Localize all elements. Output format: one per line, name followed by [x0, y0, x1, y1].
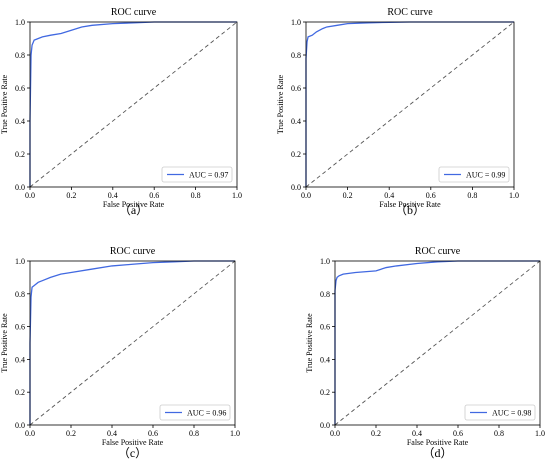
x-axis-label: False Positive Rate	[102, 438, 164, 447]
chart-title: ROC curve	[110, 246, 156, 257]
legend-label: AUC = 0.97	[189, 171, 228, 180]
y-tick-label: 0.8	[15, 290, 25, 299]
x-tick-label: 1.0	[535, 429, 545, 438]
y-tick-label: 0.0	[291, 183, 301, 192]
legend-label: AUC = 0.98	[492, 409, 531, 418]
chart-title: ROC curve	[415, 246, 461, 257]
roc-panel: ROC curve 0.0 0.2 0.4 0.6 0.8 1.0 0.0 0.2 0.4 0.6 0…	[305, 246, 545, 460]
y-tick-label: 0.2	[291, 150, 301, 159]
y-tick-label: 0.4	[15, 355, 25, 364]
plot-frame	[29, 21, 238, 188]
x-tick-label: 0.8	[191, 191, 201, 200]
panel-caption: （d）	[422, 446, 452, 460]
panel-caption: （c）	[118, 446, 147, 460]
x-tick-label: 0.8	[494, 429, 504, 438]
chance-diagonal-line	[305, 21, 515, 188]
legend-box	[161, 166, 233, 183]
x-tick-label: 1.0	[232, 191, 242, 200]
y-tick-label: 0.8	[320, 290, 330, 299]
x-tick-label: 1.0	[230, 429, 240, 438]
chance-diagonal-line	[29, 260, 236, 426]
x-tick-label: 0.4	[384, 191, 394, 200]
y-tick-label: 0.4	[291, 117, 301, 126]
y-tick-label: 1.0	[291, 18, 301, 27]
y-tick-label: 0.2	[320, 388, 330, 397]
legend-label: AUC = 0.96	[187, 409, 226, 418]
x-axis-label: False Positive Rate	[103, 200, 165, 209]
y-axis-label: True Positive Rate	[0, 313, 9, 373]
x-tick-label: 1.0	[509, 191, 519, 200]
panel-caption: （a）	[119, 203, 148, 217]
roc-curve-line	[29, 260, 235, 425]
legend-box	[159, 404, 231, 421]
chance-diagonal-line	[29, 21, 238, 188]
plot-frame	[334, 260, 541, 426]
roc-curve-line	[334, 260, 540, 425]
plot-frame	[305, 21, 515, 188]
y-tick-label: 0.4	[15, 117, 25, 126]
chart-title: ROC curve	[387, 7, 433, 18]
x-tick-label: 0.8	[189, 429, 199, 438]
y-tick-label: 0.0	[15, 421, 25, 430]
x-tick-label: 0.6	[453, 429, 463, 438]
x-tick-label: 0.4	[108, 191, 118, 200]
y-tick-label: 0.8	[291, 51, 301, 60]
y-tick-label: 0.6	[15, 84, 25, 93]
x-tick-label: 0.0	[25, 191, 35, 200]
roc-panel: ROC curve 0.0 0.2 0.4 0.6 0.8 1.0 0.0 0.2 0.4 0.6 0…	[0, 246, 240, 460]
panel-caption: （b）	[395, 203, 425, 217]
y-tick-label: 1.0	[15, 18, 25, 27]
y-tick-label: 0.8	[15, 51, 25, 60]
x-tick-label: 0.6	[149, 191, 159, 200]
x-tick-label: 0.0	[25, 429, 35, 438]
y-tick-label: 0.0	[320, 421, 330, 430]
y-tick-label: 0.0	[15, 183, 25, 192]
x-tick-label: 0.2	[371, 429, 381, 438]
x-tick-label: 0.2	[66, 429, 76, 438]
y-tick-label: 1.0	[15, 257, 25, 266]
y-axis-label: True Positive Rate	[305, 313, 314, 373]
legend-box	[438, 166, 510, 183]
y-tick-label: 0.6	[15, 323, 25, 332]
legend-box	[464, 404, 536, 421]
x-axis-label: False Positive Rate	[379, 200, 441, 209]
x-tick-label: 0.4	[412, 429, 422, 438]
x-tick-label: 0.6	[426, 191, 436, 200]
x-tick-label: 0.2	[343, 191, 353, 200]
y-tick-label: 0.4	[320, 355, 330, 364]
y-tick-label: 0.6	[291, 84, 301, 93]
x-tick-label: 0.6	[148, 429, 158, 438]
y-axis-label: True Positive Rate	[0, 74, 9, 134]
x-tick-label: 0.0	[330, 429, 340, 438]
x-tick-label: 0.8	[467, 191, 477, 200]
roc-panel: ROC curve 0.0 0.2 0.4 0.6 0.8 1.0 0.0 0.2 0.4 0.6 0…	[0, 7, 242, 217]
roc-panel: ROC curve 0.0 0.2 0.4 0.6 0.8 1.0 0.0 0.2 0.4 0.6 0…	[276, 7, 519, 217]
x-tick-label: 0.2	[66, 191, 76, 200]
y-axis-label: True Positive Rate	[276, 74, 285, 134]
chance-diagonal-line	[334, 260, 541, 426]
x-tick-label: 0.0	[301, 191, 311, 200]
y-tick-label: 1.0	[320, 257, 330, 266]
plot-frame	[29, 260, 236, 426]
y-tick-label: 0.2	[15, 388, 25, 397]
x-axis-label: False Positive Rate	[407, 438, 469, 447]
legend-label: AUC = 0.99	[466, 171, 505, 180]
y-tick-label: 0.6	[320, 323, 330, 332]
y-tick-label: 0.2	[15, 150, 25, 159]
chart-title: ROC curve	[111, 7, 157, 18]
x-tick-label: 0.4	[107, 429, 117, 438]
